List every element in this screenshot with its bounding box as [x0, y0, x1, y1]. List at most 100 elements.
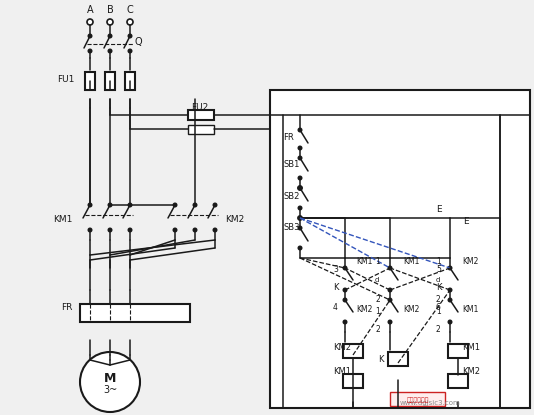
Text: KM2: KM2	[462, 257, 478, 266]
Circle shape	[448, 320, 452, 324]
Text: 2: 2	[375, 325, 380, 334]
Circle shape	[388, 266, 392, 270]
Text: KM2: KM2	[403, 305, 419, 315]
Text: 5: 5	[436, 266, 441, 274]
Text: 2: 2	[436, 295, 441, 305]
Text: 3~: 3~	[103, 385, 117, 395]
Circle shape	[193, 228, 197, 232]
Bar	[343, 374, 363, 388]
Bar	[390, 392, 445, 406]
Circle shape	[193, 203, 197, 207]
Circle shape	[448, 288, 452, 292]
Circle shape	[298, 226, 302, 230]
Bar	[343, 344, 363, 358]
Circle shape	[88, 203, 92, 207]
Circle shape	[127, 19, 133, 25]
Circle shape	[298, 146, 302, 150]
Circle shape	[298, 176, 302, 180]
Text: 6: 6	[436, 303, 441, 312]
Bar	[85, 72, 95, 90]
Text: 3: 3	[333, 266, 338, 274]
Bar	[388, 352, 408, 366]
Text: KM1: KM1	[462, 344, 480, 352]
Text: A: A	[87, 5, 93, 15]
Text: FU1: FU1	[58, 76, 75, 85]
Text: KM2: KM2	[462, 368, 480, 376]
Text: KM1: KM1	[403, 257, 419, 266]
Text: 1: 1	[436, 257, 441, 266]
Text: KM2: KM2	[225, 215, 244, 225]
Circle shape	[88, 34, 92, 38]
Text: KM1: KM1	[356, 257, 372, 266]
Text: 2: 2	[436, 325, 441, 334]
Circle shape	[108, 228, 112, 232]
Bar	[125, 72, 135, 90]
Text: SB1: SB1	[283, 161, 300, 169]
Circle shape	[108, 49, 112, 53]
Text: FR: FR	[61, 303, 72, 312]
Circle shape	[298, 186, 302, 190]
Circle shape	[128, 34, 132, 38]
Bar	[105, 72, 115, 90]
Bar	[188, 110, 214, 120]
Text: 4: 4	[333, 303, 338, 312]
Bar	[448, 344, 468, 358]
Text: 电工技术之家: 电工技术之家	[407, 397, 429, 403]
Circle shape	[108, 203, 112, 207]
Circle shape	[343, 320, 347, 324]
Text: 1: 1	[436, 308, 441, 317]
Text: d: d	[375, 277, 379, 283]
Bar	[188, 125, 214, 134]
Text: KM1: KM1	[53, 215, 72, 225]
Text: KM1: KM1	[462, 305, 478, 315]
Circle shape	[88, 228, 92, 232]
Circle shape	[388, 320, 392, 324]
Circle shape	[213, 203, 217, 207]
Circle shape	[87, 19, 93, 25]
Text: K: K	[436, 283, 442, 293]
Bar	[80, 304, 190, 322]
Circle shape	[128, 228, 132, 232]
Circle shape	[388, 298, 392, 302]
Circle shape	[298, 156, 302, 160]
Bar	[270, 90, 530, 408]
Circle shape	[108, 34, 112, 38]
Text: E: E	[463, 217, 469, 227]
Circle shape	[213, 228, 217, 232]
Text: KM2: KM2	[356, 305, 372, 315]
Text: 1: 1	[375, 308, 380, 317]
Circle shape	[128, 49, 132, 53]
Circle shape	[298, 186, 302, 190]
Circle shape	[448, 266, 452, 270]
Circle shape	[107, 19, 113, 25]
Circle shape	[128, 203, 132, 207]
Text: B: B	[107, 5, 113, 15]
Text: FR: FR	[283, 132, 294, 142]
Circle shape	[343, 266, 347, 270]
Circle shape	[298, 216, 302, 220]
Text: K: K	[378, 356, 383, 364]
Circle shape	[173, 203, 177, 207]
Text: 2: 2	[375, 295, 380, 305]
Circle shape	[343, 298, 347, 302]
Circle shape	[88, 49, 92, 53]
Circle shape	[448, 298, 452, 302]
Text: KM1: KM1	[333, 368, 351, 376]
Text: SB3: SB3	[283, 224, 300, 232]
Text: www.dgjsic3.com: www.dgjsic3.com	[399, 400, 460, 406]
Text: K: K	[333, 283, 339, 293]
Circle shape	[298, 206, 302, 210]
Text: Q: Q	[134, 37, 142, 47]
Text: M: M	[104, 371, 116, 385]
Text: 1: 1	[375, 257, 380, 266]
Bar	[448, 374, 468, 388]
Text: KM2: KM2	[333, 344, 351, 352]
Text: SB2: SB2	[283, 193, 300, 202]
Circle shape	[298, 246, 302, 250]
Text: FU2: FU2	[191, 103, 209, 112]
Text: C: C	[127, 5, 134, 15]
Circle shape	[173, 228, 177, 232]
Circle shape	[343, 288, 347, 292]
Circle shape	[80, 352, 140, 412]
Text: d: d	[436, 277, 441, 283]
